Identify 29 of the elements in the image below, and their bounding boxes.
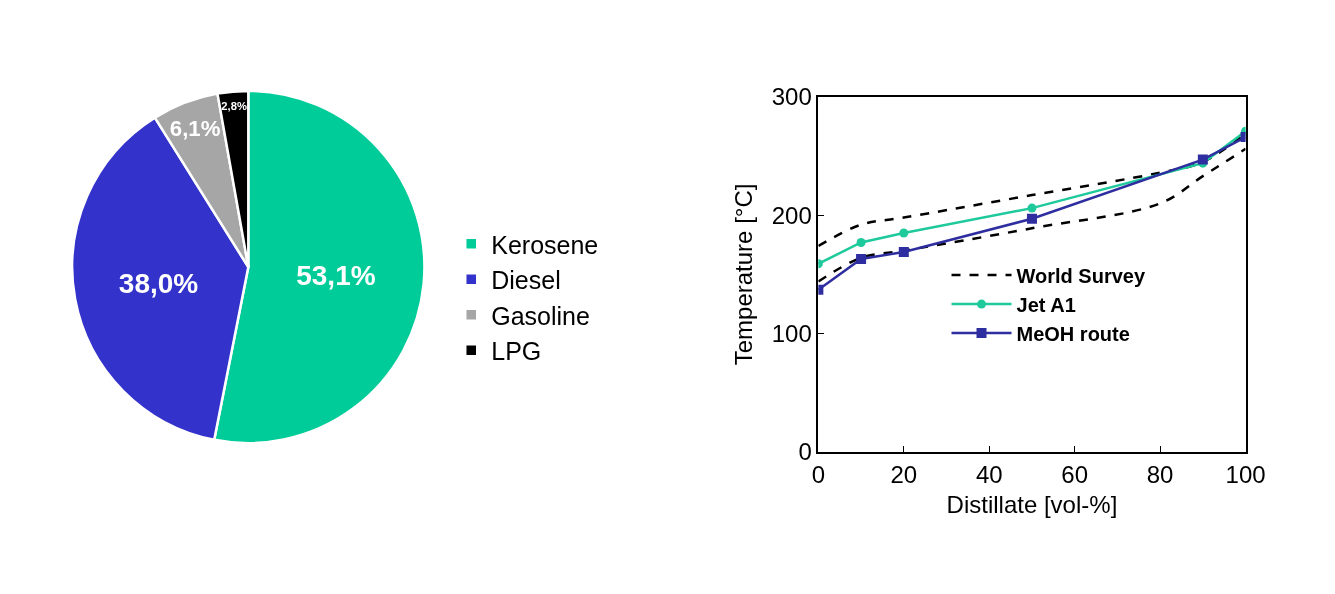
y-tick-label: 300: [771, 83, 812, 111]
x-tick-label: 80: [1146, 460, 1174, 488]
point: [856, 254, 867, 265]
legend-label: LPG: [491, 337, 542, 365]
point: [898, 246, 909, 257]
data-label: 6,1%: [169, 116, 221, 142]
legend-label: Jet A1: [1016, 293, 1076, 316]
x-tick-label: 20: [890, 460, 918, 488]
point: [899, 228, 909, 238]
legend-label: MeOH route: [1016, 322, 1130, 345]
y-tick-label: 0: [798, 438, 812, 466]
point: [1027, 203, 1037, 213]
y-tick-label: 100: [771, 320, 812, 348]
point: [856, 237, 866, 247]
y-axis-title: Temperature [°C]: [730, 183, 758, 366]
legend-label: World Survey: [1016, 264, 1146, 287]
x-tick-label: 40: [975, 460, 1003, 488]
legend-label: Gasoline: [491, 301, 590, 330]
x-tick-label: 100: [1225, 460, 1266, 488]
data-label: 38,0%: [118, 268, 199, 300]
point: [1197, 154, 1208, 165]
data-label: 2,8%: [221, 99, 247, 112]
data-label: 53,1%: [296, 260, 376, 292]
legend-label: Kerosene: [491, 230, 599, 259]
point: [1026, 213, 1037, 224]
legend-label: Diesel: [491, 266, 561, 294]
y-tick-label: 200: [771, 201, 812, 229]
x-axis-title: Distillate [vol-%]: [946, 491, 1118, 519]
x-tick-label: 60: [1061, 460, 1089, 488]
